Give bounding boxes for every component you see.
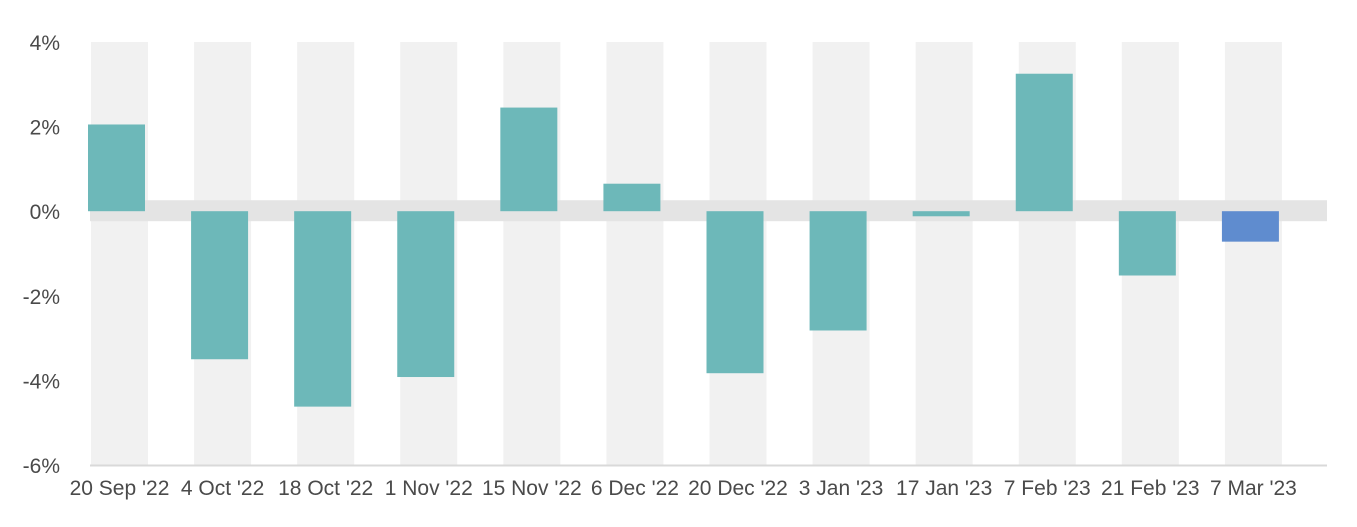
x-tick-label: 7 Feb '23 <box>1004 477 1091 500</box>
x-tick-label: 7 Mar '23 <box>1210 477 1297 500</box>
column-band <box>606 42 664 465</box>
x-tick-label: 17 Jan '23 <box>896 477 992 500</box>
bar-3 <box>397 211 455 378</box>
x-axis: 20 Sep '22 4 Oct '22 18 Oct '22 1 Nov '22 15… <box>70 464 1327 500</box>
y-tick-label: 2% <box>30 117 60 140</box>
x-tick-label: 1 Nov '22 <box>385 477 473 500</box>
y-tick-label: -2% <box>23 286 60 309</box>
y-tick-label: 0% <box>30 201 60 224</box>
x-tick-label: 15 Nov '22 <box>482 477 582 500</box>
bar-2 <box>294 211 352 407</box>
column-band <box>915 42 973 465</box>
column-bands <box>91 42 1282 465</box>
bar-9 <box>1015 73 1073 212</box>
x-tick-label: 20 Sep '22 <box>70 477 170 500</box>
column-band <box>503 42 561 465</box>
bar-0 <box>88 124 145 212</box>
x-tick-label: 18 Oct '22 <box>278 477 373 500</box>
x-tick-label: 21 Feb '23 <box>1101 477 1200 500</box>
bar-7 <box>809 211 867 331</box>
x-tick-label: 6 Dec '22 <box>591 477 679 500</box>
y-axis: 4% 2% 0% -2% -4% -6% <box>23 32 60 478</box>
x-tick-label: 20 Dec '22 <box>688 477 788 500</box>
bar-4 <box>500 107 558 212</box>
bar-6 <box>706 211 764 374</box>
bar-11 <box>1221 211 1279 242</box>
column-band <box>1224 42 1282 465</box>
bar-10 <box>1118 211 1176 276</box>
bars <box>88 73 1279 407</box>
y-tick-label: -6% <box>23 455 60 478</box>
x-tick-label: 4 Oct '22 <box>181 477 264 500</box>
x-tick-label: 3 Jan '23 <box>799 477 884 500</box>
bar-5 <box>603 183 661 212</box>
y-tick-label: 4% <box>30 32 60 55</box>
y-tick-label: -4% <box>23 370 60 393</box>
column-band <box>91 42 148 465</box>
bar-1 <box>191 211 249 360</box>
bar-8 <box>912 211 970 217</box>
